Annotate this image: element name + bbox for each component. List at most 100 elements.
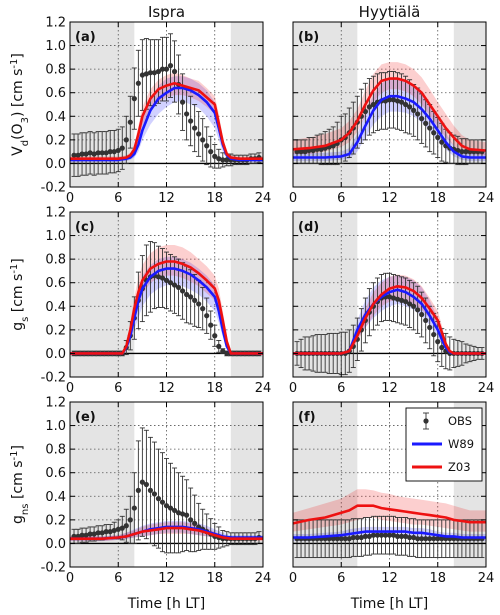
subscript: d: [20, 140, 31, 146]
x-tick-label: 6: [114, 571, 122, 586]
obs-point: [402, 101, 409, 108]
obs-point: [107, 529, 113, 535]
panel-tag: (c): [75, 220, 95, 235]
subscript: s: [20, 317, 31, 322]
x-tick-label: 24: [255, 191, 272, 206]
obs-point: [135, 487, 141, 493]
obs-point: [196, 301, 202, 307]
panel-plot-area: [70, 427, 263, 554]
obs-point: [390, 295, 397, 301]
x-tick-label: 24: [478, 381, 495, 396]
obs-point: [192, 125, 198, 131]
y-tick-label: 0.0: [45, 347, 66, 362]
subscript: 3: [20, 117, 31, 123]
x-tick-label: 6: [337, 571, 345, 586]
obs-point: [87, 150, 93, 156]
legend-label: Z03: [448, 460, 471, 474]
superscript: -1: [9, 451, 20, 461]
obs-point: [155, 496, 162, 502]
y-tick-label: 1.0: [45, 229, 66, 244]
x-tick-label: 24: [478, 571, 495, 586]
obs-point: [71, 152, 77, 158]
panel-plot-area: [293, 272, 486, 376]
y-axis-title: Vd(O3) [cm s-1]: [9, 53, 31, 156]
panel-plot-area: [70, 241, 263, 357]
label-text: ) [cm s: [10, 69, 26, 117]
obs-point: [87, 531, 93, 537]
obs-point: [220, 348, 226, 354]
obs-point: [463, 149, 469, 155]
obs-point: [115, 526, 121, 532]
y-tick-label: -0.2: [41, 371, 66, 386]
y-tick-label: 0.6: [45, 86, 66, 101]
obs-point: [407, 301, 413, 307]
obs-point: [411, 534, 417, 541]
x-tick-label: 24: [255, 381, 272, 396]
obs-point: [115, 147, 121, 154]
obs-point: [398, 99, 405, 105]
column-title: Hyytiälä: [359, 3, 421, 21]
y-tick-label: 0.6: [45, 276, 66, 291]
obs-point: [83, 151, 89, 157]
label-text: ]: [10, 445, 26, 450]
obs-point: [95, 150, 101, 156]
obs-point: [330, 536, 336, 542]
obs-point: [179, 99, 186, 105]
obs-point: [224, 350, 230, 357]
obs-point: [167, 63, 174, 69]
obs-point: [415, 111, 421, 117]
x-tick-label: 12: [158, 191, 175, 206]
obs-point: [155, 274, 162, 280]
x-tick-label: 12: [381, 191, 398, 206]
superscript: -1: [9, 264, 20, 274]
x-tick-label: 0: [66, 381, 74, 396]
y-tick-label: 0.6: [45, 466, 66, 481]
y-tick-label: 1.0: [45, 419, 66, 434]
obs-point: [79, 532, 85, 538]
obs-point: [419, 536, 425, 542]
panel-tag: (a): [75, 30, 96, 45]
obs-point: [171, 68, 178, 75]
obs-point: [208, 149, 214, 155]
panel-tag: (f): [298, 410, 316, 425]
obs-point: [200, 137, 206, 143]
line-z03: [293, 504, 486, 525]
obs-point: [184, 111, 190, 117]
obs-point: [390, 532, 397, 538]
obs-point: [435, 536, 441, 542]
obs-point: [407, 104, 413, 110]
obs-point: [374, 532, 381, 538]
line-z03: [70, 260, 263, 355]
obs-point: [111, 149, 117, 155]
obs-point: [398, 533, 405, 539]
x-tick-label: 12: [158, 571, 175, 586]
label-text: ]: [10, 258, 26, 263]
obs-point: [216, 343, 222, 349]
obs-point: [208, 322, 214, 328]
obs-point: [200, 306, 206, 312]
obs-point: [302, 149, 308, 155]
x-tick-label: 6: [114, 381, 122, 396]
line-z03: [70, 526, 263, 540]
legend-label: W89: [448, 437, 474, 451]
x-tick-label: 18: [206, 191, 223, 206]
obs-point: [224, 157, 230, 163]
obs-point: [155, 68, 162, 75]
obs-point: [151, 70, 158, 76]
label-text: [cm s: [10, 461, 26, 504]
panel-plot-area: [293, 489, 486, 559]
y-tick-label: 1.0: [45, 39, 66, 54]
y-axis-title: gns [cm s-1]: [9, 445, 31, 524]
obs-point: [184, 512, 190, 518]
label-text: V: [10, 146, 26, 156]
obs-point: [143, 71, 149, 77]
label-text: [cm s: [10, 274, 26, 317]
x-tick-label: 18: [206, 571, 223, 586]
panel-tag: (d): [298, 220, 319, 235]
obs-point: [370, 101, 377, 108]
obs-point: [135, 80, 141, 86]
y-tick-label: 0.0: [45, 157, 66, 172]
x-axis-title: Time [h LT]: [127, 596, 205, 612]
obs-point: [83, 532, 89, 538]
panel-c: 0 6 12 18 24 -0.2 0.0 0.2 0.4 0.6 0.8 1.0 1.2 (c): [41, 206, 272, 397]
